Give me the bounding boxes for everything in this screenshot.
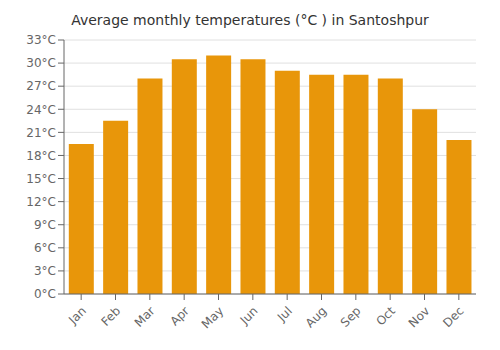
svg-text:30°C: 30°C: [26, 56, 56, 70]
svg-text:33°C: 33°C: [26, 33, 56, 47]
svg-text:Aug: Aug: [303, 304, 329, 330]
svg-text:Apr: Apr: [167, 304, 192, 329]
svg-text:Jun: Jun: [237, 304, 261, 328]
html-text:Average monthly temperatures (: Average monthly temperatures (°C ) in Sa…: [71, 12, 429, 28]
svg-text:Feb: Feb: [98, 304, 123, 329]
svg-text:May: May: [199, 304, 226, 331]
svg-text:Mar: Mar: [132, 304, 158, 330]
svg-text:Dec: Dec: [440, 304, 466, 330]
svg-text:Jul: Jul: [274, 304, 295, 325]
svg-text:18°C: 18°C: [26, 149, 56, 163]
svg-text:Oct: Oct: [373, 304, 398, 329]
svg-text:27°C: 27°C: [26, 79, 56, 93]
svg-text:6°C: 6°C: [34, 241, 56, 255]
svg-text:15°C: 15°C: [26, 172, 56, 186]
svg-text:24°C: 24°C: [26, 103, 56, 117]
svg-text:9°C: 9°C: [34, 218, 56, 232]
svg-text:Jan: Jan: [65, 304, 89, 328]
svg-text:Nov: Nov: [406, 304, 432, 330]
svg-text:Sep: Sep: [338, 304, 364, 330]
svg-text:3°C: 3°C: [34, 264, 56, 278]
svg-text:0°C: 0°C: [34, 287, 56, 301]
svg-text:21°C: 21°C: [26, 126, 56, 140]
svg-text:12°C: 12°C: [26, 195, 56, 209]
